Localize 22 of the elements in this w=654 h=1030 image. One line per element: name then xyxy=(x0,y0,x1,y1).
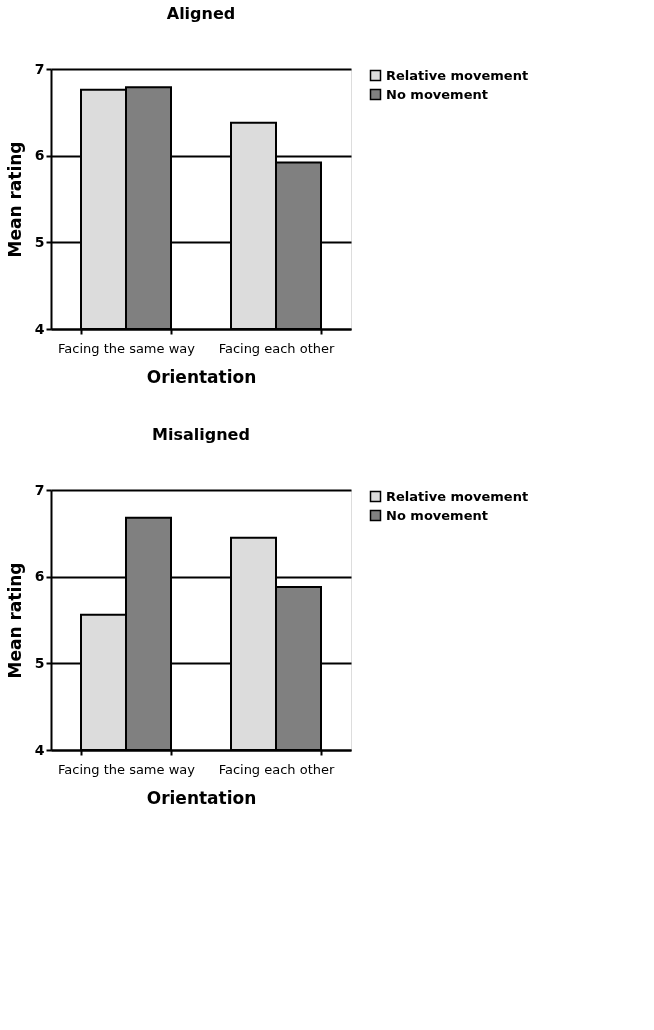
y-tick-label: 5 xyxy=(34,233,45,250)
x-tick-label: Facing the same way xyxy=(58,340,196,356)
legend-label: Relative movement xyxy=(386,488,529,504)
y-tick-label: 6 xyxy=(34,568,45,585)
legend-label: Relative movement xyxy=(386,67,529,83)
y-tick-label: 6 xyxy=(34,147,45,164)
x-tick-label: Facing each other xyxy=(218,340,336,356)
x-axis-title: Orientation xyxy=(146,366,257,387)
chart-title: Aligned xyxy=(166,4,236,23)
y-axis-title: Mean rating xyxy=(4,562,25,679)
y-tick-label: 5 xyxy=(34,654,45,671)
y-axis-title: Mean rating xyxy=(4,141,25,258)
legend-label: No movement xyxy=(386,86,488,102)
y-tick-label: 7 xyxy=(34,60,45,77)
x-axis-title: Orientation xyxy=(146,787,257,808)
y-tick-label: 4 xyxy=(34,741,45,758)
y-tick-label: 7 xyxy=(34,481,45,498)
x-tick-label: Facing each other xyxy=(218,761,336,777)
legend-label: No movement xyxy=(386,507,488,523)
chart-title: Misaligned xyxy=(152,425,250,444)
x-tick-label: Facing the same way xyxy=(58,761,196,777)
y-tick-label: 4 xyxy=(34,320,45,337)
